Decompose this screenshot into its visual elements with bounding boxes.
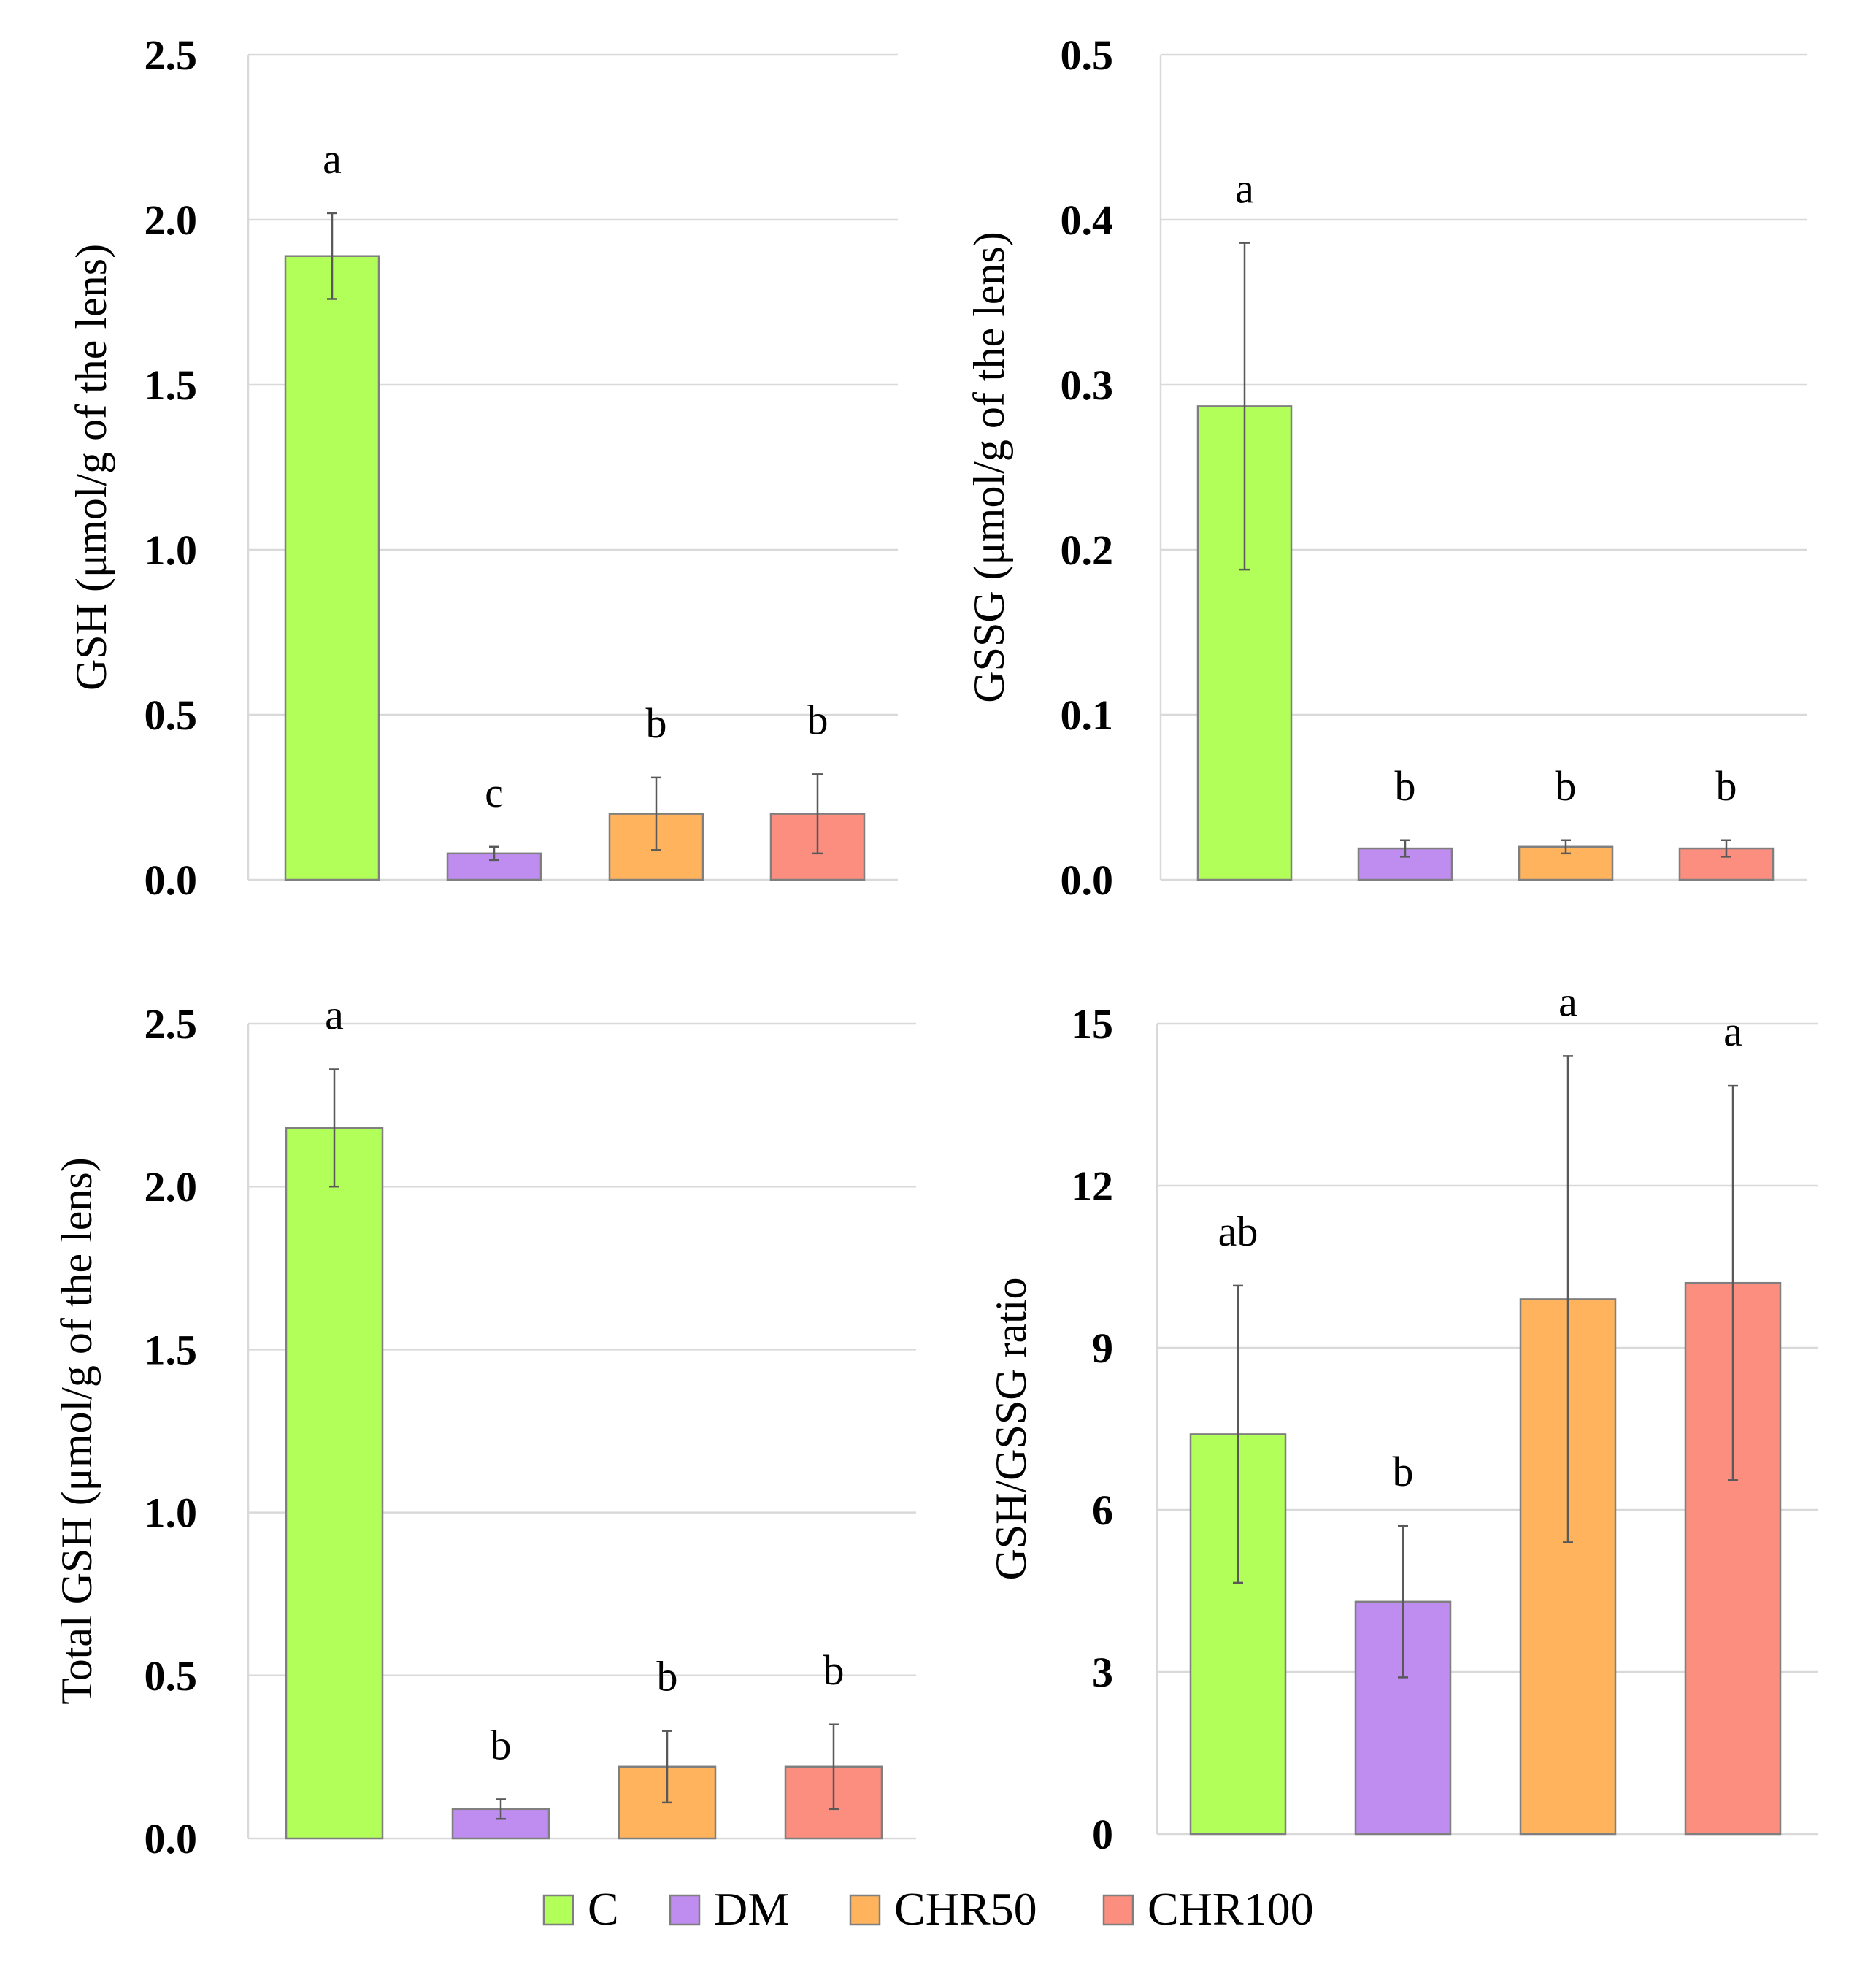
error-bar-dm xyxy=(496,1798,506,1820)
significance-label-chr100: b xyxy=(823,1646,845,1694)
chart-total-gsh: 0.0 0.5 1.0 1.5 2.0 2.5 Total GSH (μmol/g of t… xyxy=(53,991,916,1863)
significance-label-c: a xyxy=(325,991,344,1038)
y-axis-title: GSSG (μmol/g of the lens) xyxy=(965,231,1013,702)
y-tick-label: 0.5 xyxy=(1061,31,1114,79)
y-tick-label: 9 xyxy=(1092,1324,1113,1372)
error-bar-dm xyxy=(1400,839,1410,858)
error-bar-chr50 xyxy=(651,776,661,851)
legend-label-chr100: CHR100 xyxy=(1147,1883,1314,1935)
legend-swatch-dm xyxy=(669,1894,701,1926)
significance-label-chr50: b xyxy=(657,1653,678,1700)
y-tick-label: 0.4 xyxy=(1061,196,1114,244)
chart-gssg: 0.0 0.1 0.2 0.3 0.4 0.5 GSSG (μmol/g of the le… xyxy=(965,31,1807,904)
error-bar-c xyxy=(1239,242,1250,571)
significance-label-c: a xyxy=(323,135,342,183)
significance-label-chr100: b xyxy=(1716,762,1737,810)
y-tick-label: 0.0 xyxy=(1061,856,1114,904)
significance-label-chr50: b xyxy=(646,699,667,747)
error-bar-chr50 xyxy=(1561,839,1571,855)
y-axis-title: GSH/GSSG ratio xyxy=(987,1277,1035,1580)
chart-gsh: 0.0 0.5 1.0 1.5 2.0 2.5 GSH (μmol/g of the len… xyxy=(67,31,898,904)
legend-swatch-chr50 xyxy=(849,1894,881,1926)
bar-c xyxy=(284,255,380,881)
significance-label-dm: b xyxy=(491,1721,512,1768)
y-tick-label: 12 xyxy=(1071,1162,1113,1210)
y-tick-label: 2.5 xyxy=(145,1000,198,1048)
y-tick-label: 3 xyxy=(1092,1649,1113,1696)
y-tick-label: 0 xyxy=(1092,1811,1113,1858)
significance-label-c: ab xyxy=(1218,1208,1258,1255)
significance-label-chr100: b xyxy=(807,696,829,743)
error-bar-chr100 xyxy=(812,773,823,855)
significance-label-chr50: b xyxy=(1556,762,1577,810)
legend-label-chr50: CHR50 xyxy=(894,1883,1037,1935)
y-tick-label: 6 xyxy=(1092,1487,1113,1534)
legend-label-dm: DM xyxy=(714,1883,789,1935)
error-bar-c xyxy=(1233,1284,1243,1584)
legend-label-c: C xyxy=(588,1883,619,1935)
chart-gsh-gssg-ratio: 0 3 6 9 12 15 GSH/GSSG ratio ab b a a xyxy=(987,978,1818,1858)
error-bar-dm xyxy=(489,845,499,862)
error-bar-chr100 xyxy=(829,1723,839,1811)
significance-label-dm: b xyxy=(1395,762,1416,810)
significance-label-chr100: a xyxy=(1723,1008,1742,1055)
significance-label-chr50: a xyxy=(1558,978,1577,1025)
y-tick-label: 0.5 xyxy=(145,691,198,739)
legend-swatch-chr100 xyxy=(1102,1894,1134,1926)
y-tick-label: 2.0 xyxy=(145,1163,198,1211)
y-tick-label: 1.5 xyxy=(145,361,198,409)
y-tick-label: 1.5 xyxy=(145,1326,198,1373)
y-tick-label: 0.2 xyxy=(1061,526,1114,574)
y-tick-label: 2.0 xyxy=(145,196,198,244)
y-tick-label: 0.3 xyxy=(1061,361,1114,409)
y-tick-label: 1.0 xyxy=(145,526,198,574)
y-tick-label: 1.0 xyxy=(145,1489,198,1537)
bar-c xyxy=(285,1127,384,1840)
y-tick-label: 0.0 xyxy=(145,856,198,904)
y-tick-label: 2.5 xyxy=(145,31,198,79)
significance-label-dm: b xyxy=(1393,1448,1414,1495)
error-bar-chr100 xyxy=(1721,839,1731,858)
y-axis-title: GSH (μmol/g of the lens) xyxy=(67,244,115,691)
y-tick-label: 0.5 xyxy=(145,1652,198,1700)
error-bar-chr50 xyxy=(662,1730,672,1804)
y-tick-label: 0.0 xyxy=(145,1815,198,1863)
y-tick-label: 0.1 xyxy=(1061,691,1114,739)
error-bar-chr50 xyxy=(1563,1055,1573,1543)
y-tick-label: 15 xyxy=(1071,1000,1113,1048)
significance-label-c: a xyxy=(1235,165,1254,212)
significance-label-dm: c xyxy=(485,769,504,816)
legend: C DM CHR50 CHR100 xyxy=(542,1883,1314,1935)
error-bar-dm xyxy=(1398,1524,1408,1679)
legend-swatch-c xyxy=(542,1894,574,1926)
y-axis-title: Total GSH (μmol/g of the lens) xyxy=(53,1157,101,1705)
error-bar-c xyxy=(329,1068,339,1188)
error-bar-c xyxy=(327,212,337,300)
error-bar-chr100 xyxy=(1728,1084,1738,1481)
